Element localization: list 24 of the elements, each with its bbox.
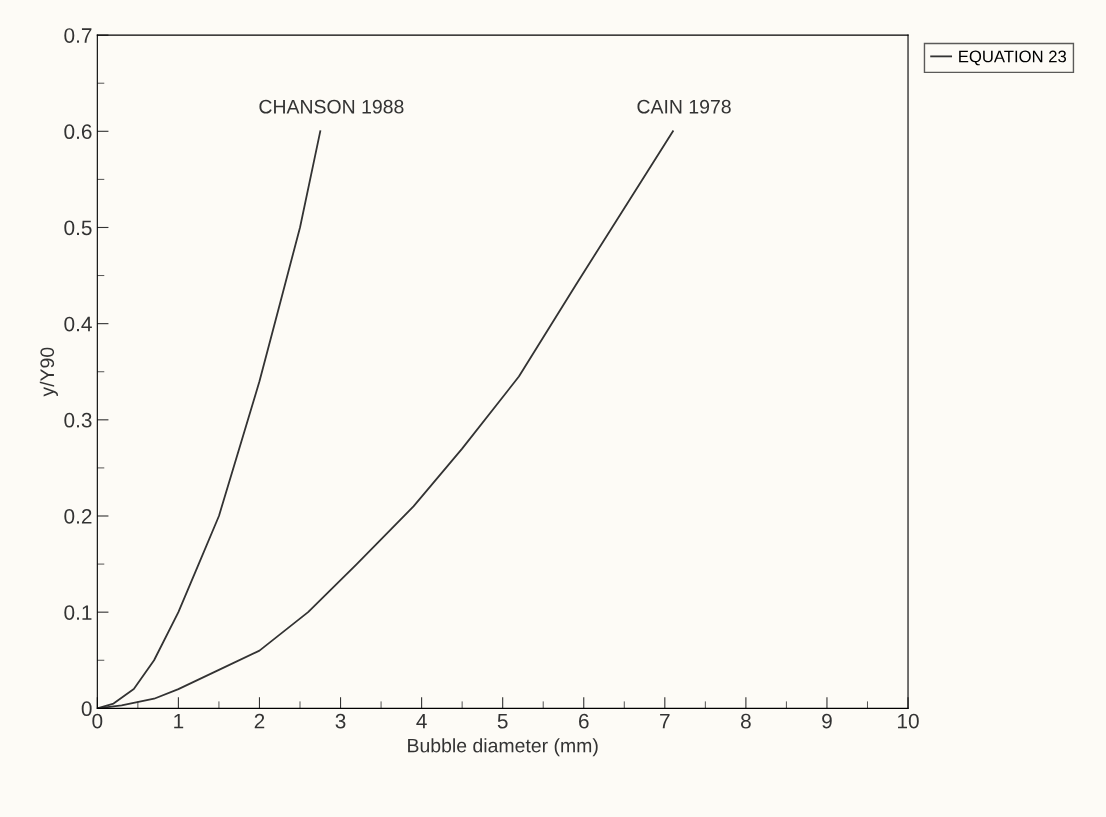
y-tick-label: 0.6 xyxy=(64,124,92,140)
x-tick-label: 2 xyxy=(254,713,265,729)
y-tick-label: 0.1 xyxy=(64,605,92,620)
x-tick-label: 5 xyxy=(497,713,508,729)
x-tick-label: 10 xyxy=(898,713,919,729)
x-tick-label: 1 xyxy=(174,713,184,729)
x-tick-label: 3 xyxy=(335,713,346,729)
x-tick-label: 9 xyxy=(822,713,832,729)
x-tick-label: 7 xyxy=(660,713,670,729)
x-axis-title: Bubble diameter (mm) xyxy=(408,738,598,757)
legend-title: EQUATION 23 xyxy=(959,50,1067,66)
x-tick-label: 4 xyxy=(416,713,427,729)
y-tick-label: 0.2 xyxy=(64,509,92,524)
x-tick-label: 8 xyxy=(741,713,751,729)
y-tick-label: 0.5 xyxy=(64,220,92,236)
x-tick-label: 0 xyxy=(92,713,103,729)
series-label: CAIN 1978 xyxy=(637,99,731,114)
y-tick-label: 0.4 xyxy=(64,316,92,332)
y-tick-label: 0 xyxy=(81,701,92,717)
series-label: CHANSON 1988 xyxy=(259,99,404,114)
y-tick-label: 0.3 xyxy=(64,412,92,428)
y-axis-title: y/Y90 xyxy=(39,347,58,397)
y-tick-label: 0.7 xyxy=(64,28,92,43)
x-tick-label: 6 xyxy=(579,713,589,729)
